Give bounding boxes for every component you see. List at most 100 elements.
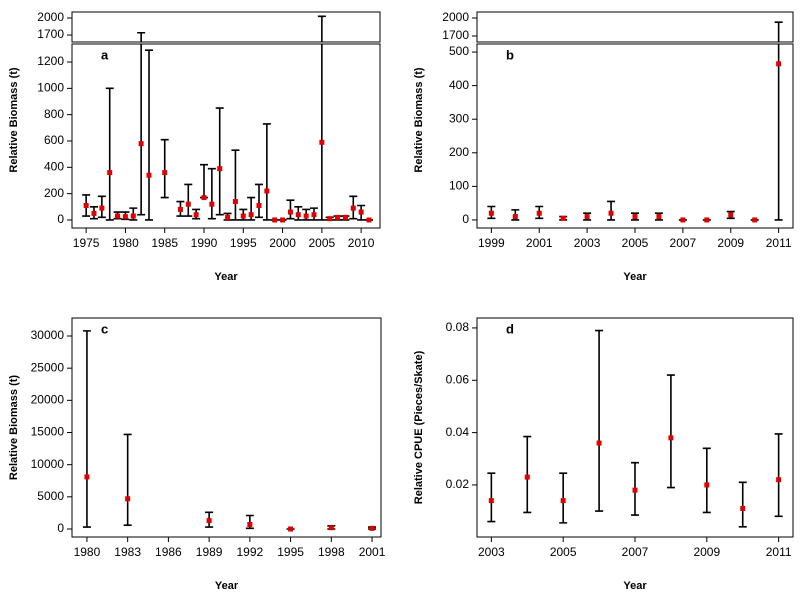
point bbox=[177, 206, 183, 212]
plot-frame bbox=[71, 317, 382, 538]
point bbox=[488, 210, 494, 216]
point bbox=[240, 213, 246, 219]
x-tick-label: 2009 bbox=[693, 545, 720, 559]
x-tick-label: 2001 bbox=[526, 236, 553, 250]
plot-frame bbox=[71, 43, 381, 229]
y-tick-label: 600 bbox=[44, 133, 64, 147]
point bbox=[206, 518, 212, 524]
x-tick-label: 2007 bbox=[622, 545, 649, 559]
error-bar bbox=[317, 44, 326, 221]
x-axis-label: Year bbox=[623, 580, 647, 592]
error-bar bbox=[231, 149, 240, 221]
plot-frame-upper bbox=[476, 11, 794, 43]
point bbox=[740, 505, 746, 511]
point bbox=[185, 201, 191, 207]
plot-frame-upper bbox=[71, 11, 381, 43]
point bbox=[358, 209, 364, 215]
panel: 1980 1983 1986 1989 1992 1995 1998 2001 0 5000 100… bbox=[8, 317, 386, 592]
x-tick-label: 2005 bbox=[622, 236, 649, 250]
error-bar bbox=[255, 183, 263, 219]
plot-frame bbox=[476, 43, 794, 229]
point bbox=[311, 212, 317, 218]
point bbox=[366, 217, 372, 223]
point bbox=[83, 202, 89, 208]
error-bar bbox=[207, 167, 216, 220]
point bbox=[256, 202, 262, 208]
panel: 1999 2001 2003 2005 2007 2009 2011 0 100 200 300 40… bbox=[413, 10, 794, 283]
point bbox=[272, 217, 278, 223]
x-tick-label: 2005 bbox=[309, 236, 336, 250]
error-bar bbox=[559, 472, 568, 524]
error-bar bbox=[738, 481, 747, 528]
point bbox=[524, 474, 530, 480]
x-tick-label: 1995 bbox=[230, 236, 257, 250]
x-tick-label: 2005 bbox=[550, 545, 577, 559]
error-bar bbox=[702, 447, 711, 514]
panel-letter: c bbox=[101, 321, 108, 336]
x-tick-label: 2011 bbox=[766, 236, 792, 250]
error-bar bbox=[160, 138, 169, 199]
y-axis-label: Relative Biomass (t) bbox=[8, 67, 20, 172]
point bbox=[193, 212, 199, 218]
point bbox=[138, 141, 144, 147]
error-bar bbox=[286, 199, 295, 220]
y-tick-label: 10000 bbox=[31, 457, 65, 471]
x-tick-label: 1986 bbox=[155, 545, 182, 559]
error-bar bbox=[523, 435, 532, 514]
x-tick-label: 1989 bbox=[196, 545, 223, 559]
point bbox=[728, 212, 734, 218]
y-tick-label: 400 bbox=[44, 159, 64, 173]
point bbox=[335, 214, 341, 220]
error-bar-upper bbox=[317, 15, 326, 42]
y-tick-label: 2000 bbox=[37, 10, 64, 24]
point bbox=[146, 172, 152, 178]
y-tick-label: 5000 bbox=[37, 489, 64, 503]
x-axis-label: Year bbox=[215, 580, 239, 592]
panel-letter: b bbox=[506, 47, 514, 62]
point bbox=[84, 474, 90, 480]
point bbox=[303, 213, 309, 219]
error-bar bbox=[774, 44, 783, 221]
x-tick-label: 2003 bbox=[574, 236, 601, 250]
error-bar bbox=[774, 433, 783, 518]
x-tick-label: 2009 bbox=[717, 236, 744, 250]
point bbox=[201, 195, 207, 201]
x-tick-label: 2001 bbox=[359, 545, 386, 559]
point bbox=[596, 440, 602, 446]
point bbox=[632, 214, 638, 220]
y-tick-label: 0.04 bbox=[446, 425, 470, 439]
point bbox=[125, 496, 131, 502]
x-tick-label: 1975 bbox=[73, 236, 100, 250]
error-bar bbox=[82, 330, 91, 528]
x-tick-label: 1983 bbox=[114, 545, 141, 559]
y-tick-label: 25000 bbox=[31, 360, 65, 374]
point bbox=[162, 170, 168, 176]
error-bar bbox=[666, 374, 675, 489]
x-tick-label: 2007 bbox=[670, 236, 697, 250]
x-tick-label: 1999 bbox=[478, 236, 505, 250]
error-bar bbox=[145, 49, 153, 221]
x-tick-label: 2011 bbox=[766, 545, 792, 559]
panel-letter: a bbox=[101, 47, 109, 62]
point bbox=[776, 61, 782, 67]
point bbox=[295, 212, 301, 218]
point bbox=[91, 210, 97, 216]
point bbox=[107, 170, 113, 176]
x-tick-label: 2000 bbox=[269, 236, 296, 250]
panel: 1975 1980 1985 1990 1995 2000 2005 2010 0 200 400 6… bbox=[8, 10, 381, 283]
point bbox=[280, 217, 286, 223]
point bbox=[115, 213, 121, 219]
x-tick-label: 2003 bbox=[478, 545, 505, 559]
point bbox=[560, 498, 566, 504]
error-bar bbox=[123, 433, 132, 526]
point bbox=[319, 139, 325, 145]
point bbox=[350, 205, 356, 211]
point bbox=[288, 526, 294, 532]
y-tick-label: 400 bbox=[449, 78, 469, 92]
point bbox=[327, 216, 333, 222]
y-axis-label: Relative Biomass (t) bbox=[8, 375, 20, 480]
y-tick-label: 0.06 bbox=[446, 372, 470, 386]
x-tick-label: 1998 bbox=[318, 545, 345, 559]
point bbox=[776, 477, 782, 483]
